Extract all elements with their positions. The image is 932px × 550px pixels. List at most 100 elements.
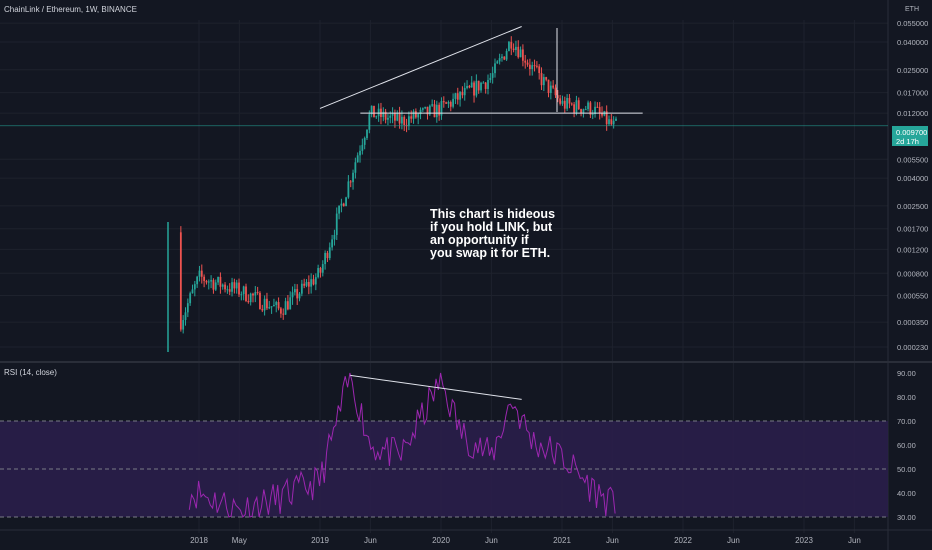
- candle-body: [375, 116, 378, 118]
- candle-body: [407, 116, 410, 127]
- candle-body: [310, 279, 313, 287]
- candle-body: [298, 293, 301, 299]
- current-price-badge: [892, 126, 928, 146]
- candle-body: [345, 197, 347, 207]
- candle-body: [475, 80, 478, 96]
- candle-body: [335, 213, 338, 235]
- candle-body: [242, 286, 245, 295]
- candle-body: [484, 82, 487, 89]
- candle-body: [594, 106, 596, 115]
- price-trendline: [319, 26, 522, 109]
- candle-body: [226, 289, 229, 291]
- candle-body: [205, 280, 208, 283]
- y-tick-label: 0.001200: [897, 245, 928, 254]
- countdown-label: 2d 17h: [896, 137, 919, 146]
- x-tick-label: Jun: [485, 536, 498, 545]
- candle-body: [296, 289, 299, 299]
- x-tick-label: Jun: [727, 536, 740, 545]
- candle-body: [589, 102, 592, 115]
- currency-label: ETH: [905, 6, 919, 13]
- y-tick-label: 0.017000: [897, 89, 928, 98]
- candle-body: [610, 119, 613, 125]
- y-tick-label: 0.000350: [897, 318, 928, 327]
- candle-body: [568, 97, 571, 104]
- rsi-y-tick-label: 90.00: [897, 369, 916, 378]
- candle-body: [596, 106, 599, 108]
- rsi-y-tick-label: 30.00: [897, 513, 916, 522]
- candle-body: [394, 112, 396, 121]
- annotation-line: you swap it for ETH.: [430, 246, 551, 260]
- candle-body: [489, 77, 492, 80]
- candle-body: [454, 93, 457, 99]
- candle-body: [354, 162, 357, 173]
- candle-body: [494, 63, 496, 74]
- x-tick-label: 2020: [432, 536, 450, 545]
- candle-body: [333, 234, 336, 240]
- candle-body: [186, 303, 189, 313]
- candle-body: [533, 65, 536, 67]
- candle-body: [398, 112, 401, 124]
- candle-body: [419, 109, 422, 115]
- candle-body: [528, 64, 531, 70]
- candle-body: [349, 181, 352, 183]
- candle-body: [431, 104, 434, 106]
- axes: 2018 May 2019 Jun 2020 Jun 2021 Jun 2022 Jun 2023 J…: [190, 19, 928, 545]
- x-tick-label: Jun: [606, 536, 619, 545]
- candle-body: [277, 302, 280, 309]
- candle-body: [535, 65, 538, 67]
- candle-body: [456, 93, 459, 100]
- rsi-y-tick-label: 60.00: [897, 441, 916, 450]
- rsi-series: [188, 372, 616, 518]
- candle-body: [459, 91, 461, 100]
- candle-body: [293, 289, 296, 293]
- candle-body: [193, 284, 196, 290]
- candle-body: [542, 77, 545, 86]
- candle-body: [505, 50, 508, 60]
- y-tick-label: 0.000230: [897, 343, 928, 352]
- candle-body: [286, 301, 289, 310]
- candle-body: [503, 56, 506, 60]
- annotation-line: This chart is hideous: [430, 207, 556, 221]
- candle-body: [608, 119, 610, 125]
- candle-body: [268, 307, 271, 309]
- rsi-band: [0, 420, 888, 518]
- candle-body: [582, 109, 585, 113]
- candle-body: [247, 301, 250, 303]
- candle-body: [466, 85, 468, 89]
- candlestick-series: [167, 36, 617, 352]
- candle-body: [440, 101, 443, 116]
- candle-body: [519, 49, 522, 58]
- candle-body: [428, 105, 431, 115]
- candle-body: [368, 114, 371, 130]
- rsi-label: RSI (14, close): [4, 368, 57, 377]
- candle-body: [331, 239, 333, 248]
- candle-body: [389, 115, 392, 118]
- y-tick-label: 0.025000: [897, 66, 928, 75]
- candle-body: [245, 286, 247, 302]
- candle-body: [314, 277, 317, 285]
- candle-body: [210, 280, 212, 282]
- candle-body: [238, 282, 240, 295]
- candle-body: [601, 112, 603, 116]
- y-tick-label: 0.055000: [897, 19, 928, 28]
- candle-body: [473, 82, 475, 96]
- candle-body: [480, 82, 482, 91]
- y-tick-label: 0.040000: [897, 38, 928, 47]
- candle-body: [254, 292, 257, 296]
- candle-body: [219, 276, 222, 287]
- candle-body: [605, 111, 608, 125]
- candle-body: [266, 298, 268, 309]
- candle-body: [231, 282, 233, 292]
- candle-body: [284, 301, 287, 315]
- candle-body: [563, 100, 566, 109]
- candle-body: [317, 268, 320, 278]
- candle-body: [577, 100, 580, 110]
- candle-body: [445, 102, 448, 104]
- x-tick-label: 2023: [795, 536, 813, 545]
- candle-body: [261, 309, 264, 311]
- candle-body: [501, 56, 503, 59]
- candle-body: [403, 116, 406, 126]
- candle-body: [524, 60, 527, 63]
- candle-body: [559, 98, 562, 104]
